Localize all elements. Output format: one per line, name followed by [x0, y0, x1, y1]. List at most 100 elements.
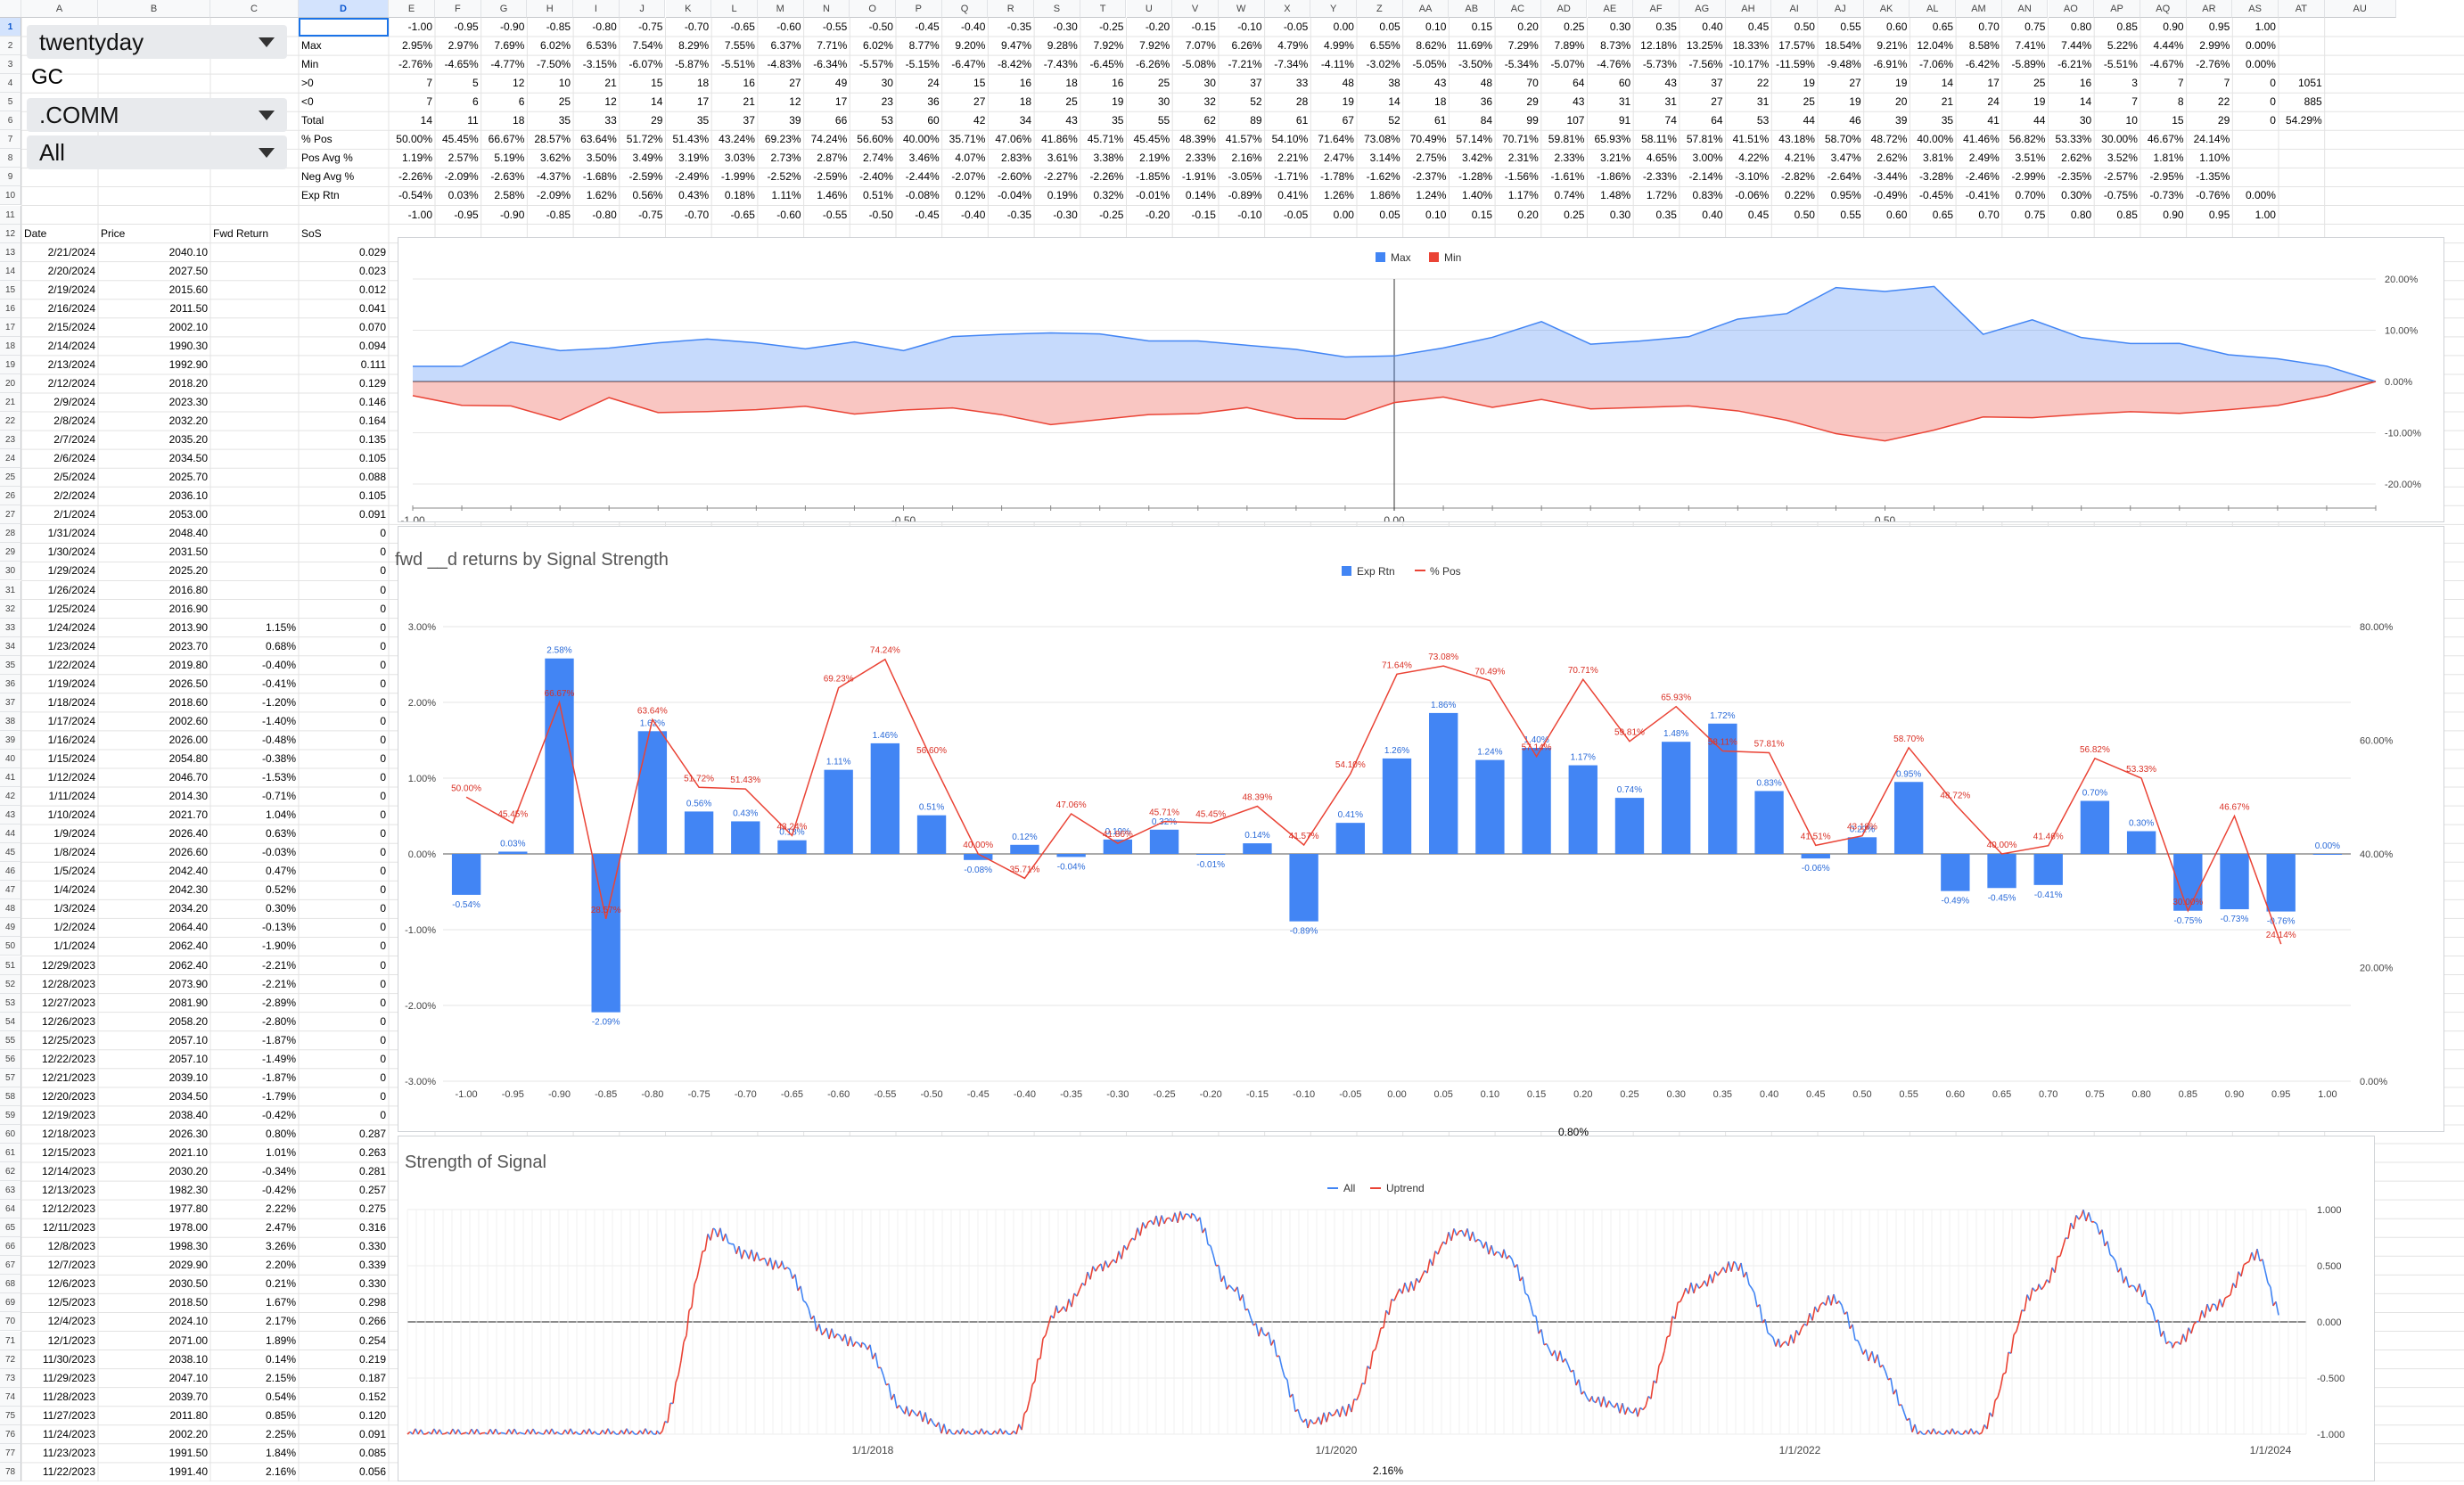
signal-footer-cell[interactable]: 0.30: [1588, 206, 1634, 225]
stat-cell[interactable]: 7.92%: [1080, 37, 1127, 55]
row-header[interactable]: 52: [0, 975, 21, 994]
signal-footer-cell[interactable]: 0.00: [1310, 206, 1357, 225]
stat-cell[interactable]: 36: [1449, 93, 1495, 111]
signal-footer-cell[interactable]: -0.55: [804, 206, 850, 225]
table-cell[interactable]: 0.298: [299, 1293, 389, 1312]
table-cell[interactable]: 1991.50: [98, 1444, 210, 1463]
row-header[interactable]: 31: [0, 581, 21, 600]
table-cell[interactable]: 2/8/2024: [21, 412, 98, 431]
stat-cell[interactable]: -2.07%: [942, 168, 989, 186]
stat-cell[interactable]: 4.21%: [1771, 149, 1818, 168]
stat-cell[interactable]: 0.43%: [666, 186, 712, 205]
stat-cell[interactable]: 39: [1864, 111, 1910, 130]
table-cell[interactable]: 2024.10: [98, 1312, 210, 1331]
row-header[interactable]: 78: [0, 1463, 21, 1481]
signal-header-cell[interactable]: -0.65: [711, 18, 758, 37]
table-cell[interactable]: 2002.60: [98, 712, 210, 731]
row-header[interactable]: 27: [0, 505, 21, 524]
table-cell[interactable]: 0.80%: [210, 1125, 299, 1144]
stat-cell[interactable]: 24: [896, 74, 942, 93]
stat-cell[interactable]: 28.57%: [527, 130, 573, 149]
stat-cell[interactable]: 23: [850, 93, 896, 111]
stat-cell[interactable]: -2.49%: [666, 168, 712, 186]
stat-cell[interactable]: 6.26%: [1219, 37, 1265, 55]
stat-cell[interactable]: -2.59%: [804, 168, 850, 186]
table-cell[interactable]: 2062.40: [98, 956, 210, 975]
row-header[interactable]: 74: [0, 1388, 21, 1407]
table-cell[interactable]: 1.84%: [210, 1444, 299, 1463]
signal-footer-cell[interactable]: -0.50: [850, 206, 896, 225]
stat-cell[interactable]: 2.62%: [1864, 149, 1910, 168]
column-header[interactable]: AA: [1403, 0, 1450, 18]
stat-cell[interactable]: 3: [2094, 74, 2140, 93]
table-cell[interactable]: 0: [299, 543, 389, 562]
stat-cell[interactable]: 22: [2187, 93, 2233, 111]
table-cell[interactable]: 2021.70: [98, 806, 210, 825]
table-cell[interactable]: 11/29/2023: [21, 1369, 98, 1388]
stat-cell[interactable]: 3.50%: [573, 149, 620, 168]
stat-cell[interactable]: 35: [1910, 111, 1956, 130]
stat-cell[interactable]: 12: [573, 93, 620, 111]
table-cell[interactable]: 0.316: [299, 1218, 389, 1237]
stat-cell[interactable]: 19: [1310, 93, 1357, 111]
stat-cell[interactable]: 1.48%: [1588, 186, 1634, 205]
stat-cell[interactable]: -2.57%: [2094, 168, 2140, 186]
table-cell[interactable]: 0.219: [299, 1350, 389, 1369]
row-header[interactable]: 14: [0, 262, 21, 281]
stat-cell[interactable]: 6.02%: [850, 37, 896, 55]
stat-cell[interactable]: 43.18%: [1771, 130, 1818, 149]
table-cell[interactable]: 0: [299, 1069, 389, 1087]
table-cell[interactable]: 2011.80: [98, 1407, 210, 1425]
table-cell[interactable]: 2039.10: [98, 1069, 210, 1087]
column-header[interactable]: Q: [942, 0, 989, 18]
stat-cell[interactable]: 34: [988, 111, 1034, 130]
table-cell[interactable]: 0: [299, 656, 389, 675]
stat-cell[interactable]: 43: [1633, 74, 1680, 93]
table-cell[interactable]: -1.87%: [210, 1031, 299, 1050]
stat-cell[interactable]: -7.43%: [1034, 55, 1080, 74]
stat-cell[interactable]: 7.29%: [1495, 37, 1541, 55]
column-header[interactable]: AH: [1726, 0, 1772, 18]
table-cell[interactable]: 0.68%: [210, 637, 299, 656]
row-header[interactable]: 30: [0, 562, 21, 580]
stat-cell[interactable]: 43.24%: [711, 130, 758, 149]
table-cell[interactable]: 1977.80: [98, 1200, 210, 1218]
stat-cell[interactable]: 25: [1034, 93, 1080, 111]
row-header[interactable]: 24: [0, 449, 21, 468]
table-cell[interactable]: 1/8/2024: [21, 843, 98, 862]
stat-cell[interactable]: 7.41%: [2002, 37, 2049, 55]
signal-footer-cell[interactable]: 0.55: [1818, 206, 1864, 225]
signal-header-cell[interactable]: 1.00: [2232, 18, 2279, 37]
stat-cell[interactable]: 17: [804, 93, 850, 111]
stat-cell[interactable]: 1.11%: [758, 186, 804, 205]
stat-cell[interactable]: -8.42%: [988, 55, 1034, 74]
row-header[interactable]: 54: [0, 1013, 21, 1031]
table-cell[interactable]: [210, 431, 299, 449]
signal-header-cell[interactable]: -0.55: [804, 18, 850, 37]
stat-cell[interactable]: 12: [481, 74, 528, 93]
table-cell[interactable]: -1.49%: [210, 1050, 299, 1069]
table-cell[interactable]: 2058.20: [98, 1013, 210, 1031]
stat-cell[interactable]: 41.57%: [1219, 130, 1265, 149]
stat-cell[interactable]: -1.85%: [1127, 168, 1173, 186]
table-cell[interactable]: 2/15/2024: [21, 318, 98, 337]
stat-cell[interactable]: 3.51%: [2002, 149, 2049, 168]
table-header-cell[interactable]: Fwd Return: [210, 225, 299, 243]
table-cell[interactable]: 11/24/2023: [21, 1425, 98, 1444]
stat-cell[interactable]: 21: [573, 74, 620, 93]
table-cell[interactable]: 2032.20: [98, 412, 210, 431]
stat-cell[interactable]: 12.04%: [1910, 37, 1956, 55]
stat-cell[interactable]: 37: [711, 111, 758, 130]
signal-header-cell[interactable]: 0.75: [2002, 18, 2049, 37]
stat-cell[interactable]: 31: [1726, 93, 1772, 111]
column-header[interactable]: AE: [1588, 0, 1634, 18]
signal-header-cell[interactable]: -0.35: [988, 18, 1034, 37]
stat-cell[interactable]: 35: [1080, 111, 1127, 130]
table-cell[interactable]: 11/22/2023: [21, 1463, 98, 1481]
stat-cell[interactable]: 3.00%: [1680, 149, 1726, 168]
signal-footer-cell[interactable]: 0.60: [1864, 206, 1910, 225]
table-cell[interactable]: -1.53%: [210, 768, 299, 787]
table-cell[interactable]: 0: [299, 825, 389, 843]
table-cell[interactable]: 2023.70: [98, 637, 210, 656]
table-cell[interactable]: 0.47%: [210, 862, 299, 881]
